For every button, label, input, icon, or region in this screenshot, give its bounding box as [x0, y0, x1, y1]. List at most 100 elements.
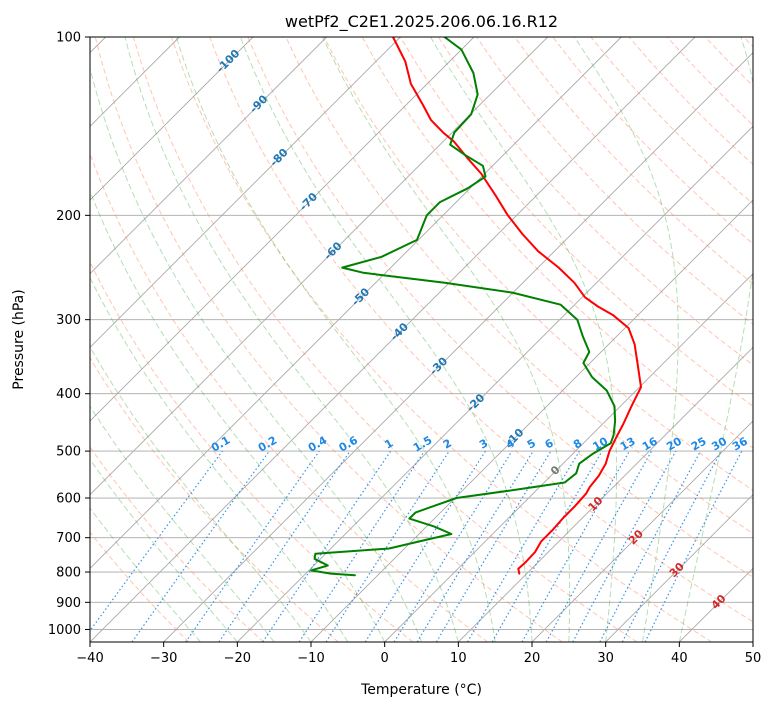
mixing-ratio-line [466, 450, 580, 642]
moist-adiabat-line [90, 276, 349, 642]
height-label: 20 [626, 527, 646, 547]
moist-adiabat-line [90, 345, 312, 642]
y-tick-label: 700 [56, 531, 81, 546]
isotherm-line [90, 37, 475, 422]
dry-adiabat-line [90, 152, 488, 642]
isotherm-line [90, 37, 327, 275]
dry-adiabat-line [94, 37, 563, 642]
y-tick-label: 200 [56, 209, 81, 224]
dry-adiabat-line [90, 446, 264, 642]
moist-adiabat-line [574, 37, 679, 642]
chart-title: wetPf2_C2E1.2025.206.06.16.R12 [285, 12, 558, 32]
mixing-ratio-label: 3 [477, 437, 490, 452]
height-label: -20 [464, 391, 487, 414]
moist-adiabat-line [175, 37, 496, 642]
x-tick-label: −30 [150, 651, 177, 666]
moist-adiabat-line [239, 37, 533, 642]
dry-adiabat-line [247, 37, 753, 578]
y-tick-label: 500 [56, 445, 81, 460]
mixing-ratio-line [218, 450, 351, 642]
mixing-ratio-label: 20 [664, 434, 684, 453]
y-tick-label: 400 [56, 387, 81, 402]
isotherm-line [752, 641, 753, 642]
y-tick-label: 1000 [48, 623, 81, 638]
isotherm-line [90, 37, 401, 348]
series-lines [310, 37, 642, 577]
isotherm-line [679, 567, 753, 642]
y-tick-label: 100 [56, 31, 81, 46]
height-label: -40 [388, 320, 411, 343]
x-tick-label: 10 [450, 651, 467, 666]
isotherm-line [237, 125, 753, 642]
height-label: -30 [427, 354, 450, 377]
y-tick-label: 600 [56, 492, 81, 507]
height-label: -70 [297, 190, 320, 213]
dry-adiabat-line [171, 37, 712, 642]
x-tick-label: 50 [745, 651, 762, 666]
x-axis: −40 −30 −20 −10 0 10 20 30 40 50 [76, 642, 761, 666]
y-tick-label: 900 [56, 596, 81, 611]
moist-adiabat-line [90, 507, 201, 642]
mixing-ratio-line [644, 450, 743, 642]
height-label: -100 [214, 47, 243, 76]
mixing-ratio-line [545, 450, 653, 642]
x-tick-label: 30 [597, 651, 614, 666]
mixing-ratio-label: 2 [441, 437, 454, 452]
background-lines [90, 37, 753, 642]
dry-adiabat-line [90, 260, 414, 642]
mixing-ratio-line [298, 450, 425, 642]
mixing-ratio-line [435, 450, 552, 642]
dry-adiabat-line [90, 356, 339, 642]
moist-adiabat-line [124, 37, 459, 642]
dry-adiabat-line [704, 37, 753, 87]
dry-adiabat-line [552, 37, 753, 245]
isotherm-line [90, 37, 622, 569]
mixing-ratio-label: 6 [543, 436, 556, 451]
isotherm-line [458, 346, 753, 642]
x-tick-label: −10 [297, 651, 324, 666]
dry-adiabat-line [285, 37, 753, 535]
isotherm-line [310, 199, 753, 642]
height-label: 40 [709, 592, 729, 612]
dry-adiabat-line [90, 531, 190, 642]
moist-adiabat-line [678, 37, 753, 642]
mixing-ratio-line [416, 450, 534, 642]
height-label: 10 [586, 494, 606, 514]
dry-adiabat-line [514, 37, 753, 285]
mixing-ratio-line [325, 450, 450, 642]
isotherm-line [90, 37, 696, 642]
moist-adiabat-line [322, 37, 571, 642]
height-label: -90 [247, 92, 270, 115]
isotherm-line [90, 37, 548, 496]
mixing-ratio-line [572, 450, 677, 642]
x-axis-label: Temperature (°C) [360, 682, 482, 698]
dry-adiabat-line [132, 37, 638, 642]
y-axis: 100 200 300 400 500 600 700 800 900 1000 [48, 31, 90, 638]
mixing-ratio-label: 10 [591, 434, 611, 453]
moist-adiabat-line [90, 189, 386, 642]
x-tick-label: −40 [76, 651, 103, 666]
mixing-ratio-line [262, 450, 392, 642]
y-axis-label: Pressure (hPa) [11, 289, 27, 389]
moist-adiabat-line [90, 458, 238, 642]
dry-adiabat-line [399, 37, 753, 407]
dry-adiabat-line [437, 37, 753, 366]
x-tick-label: −20 [224, 651, 251, 666]
x-tick-label: 20 [524, 651, 541, 666]
mixing-ratio-line [521, 450, 631, 642]
moist-adiabat-line [430, 37, 617, 642]
isotherm-line [384, 273, 753, 642]
x-tick-label: 0 [381, 651, 389, 666]
dry-adiabat-line [743, 37, 753, 48]
mixing-ratio-line [90, 450, 223, 632]
mixing-ratio-label: 5 [525, 437, 538, 452]
x-tick-label: 40 [671, 651, 688, 666]
dewpoint-line [310, 37, 617, 577]
moist-adiabat-line [90, 65, 422, 642]
height-label: -80 [267, 146, 290, 169]
isotherm-line [531, 420, 753, 642]
plot-frame [89, 36, 754, 643]
dry-adiabat-line [209, 37, 753, 623]
height-label: -60 [321, 239, 344, 262]
